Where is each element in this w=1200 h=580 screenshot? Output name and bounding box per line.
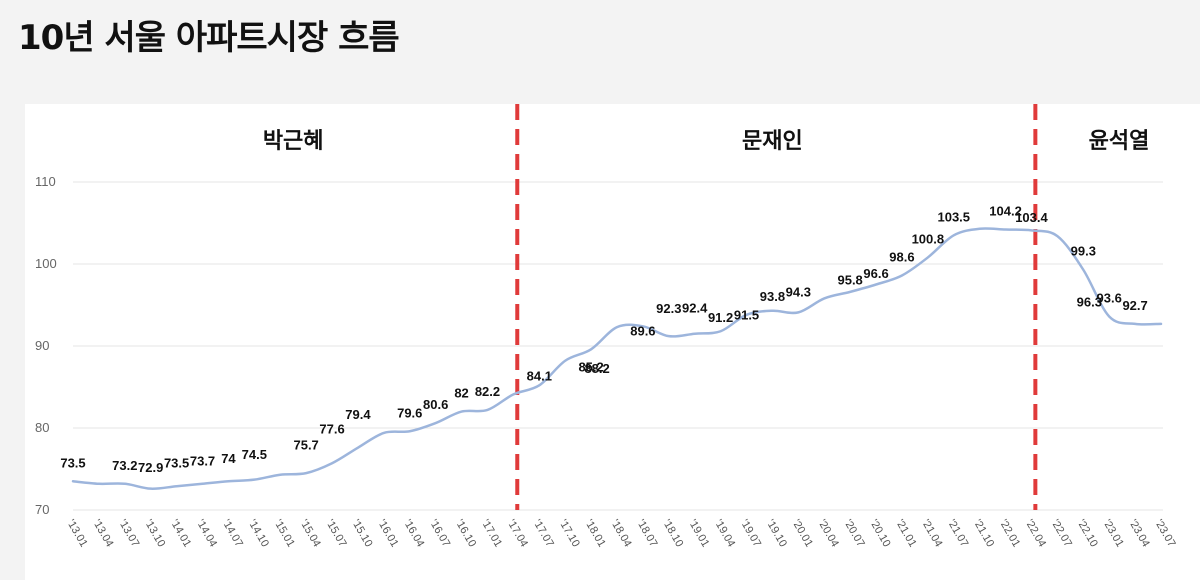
- x-tick-label: '18.10: [660, 518, 685, 550]
- data-label: 94.3: [786, 285, 811, 300]
- data-label: 93.8: [760, 289, 785, 304]
- x-tick-label: '21.07: [945, 518, 970, 550]
- x-tick-label: '22.07: [1049, 518, 1074, 550]
- data-label: 104.2: [989, 204, 1022, 219]
- x-tick-label: '19.07: [738, 518, 763, 550]
- x-tick-label: '14.07: [220, 518, 245, 550]
- x-tick-label: '13.01: [64, 518, 89, 550]
- data-label: 73.7: [190, 454, 215, 469]
- x-tick-label: '13.10: [142, 518, 167, 550]
- chart-panel: 70 80 90 100 110'13.01'13.04'13.07'13.10'14.…: [25, 104, 1200, 580]
- x-tick-label: '19.04: [712, 518, 737, 550]
- x-tick-label: '18.01: [582, 518, 607, 550]
- data-label: 73.2: [112, 458, 137, 473]
- x-tick-label: '17.01: [479, 518, 504, 550]
- x-tick-label: '23.04: [1126, 518, 1151, 550]
- x-tick-label: '20.01: [790, 518, 815, 550]
- data-label: 79.6: [397, 405, 422, 420]
- x-tick-label: '21.04: [919, 518, 944, 550]
- data-label: 84.1: [527, 368, 552, 383]
- x-tick-label: '15.07: [323, 518, 348, 550]
- data-label: 82.2: [475, 384, 500, 399]
- x-tick-label: '20.04: [816, 518, 841, 550]
- data-label: 74.5: [242, 447, 267, 462]
- page-title: 10년 서울 아파트시장 흐름: [18, 18, 400, 58]
- x-tick-label: '17.07: [531, 518, 556, 550]
- x-tick-label: '21.01: [893, 518, 918, 550]
- data-label: 92.7: [1122, 298, 1147, 313]
- x-tick-label: '22.01: [997, 518, 1022, 550]
- x-tick-label: '16.10: [453, 518, 478, 550]
- data-label: 99.3: [1071, 244, 1096, 259]
- era-label-1: 박근혜: [263, 129, 324, 154]
- data-label: 74: [221, 451, 236, 466]
- data-label: 75.7: [293, 437, 318, 452]
- x-tick-label: '23.01: [1101, 518, 1126, 550]
- x-tick-label: '16.07: [427, 518, 452, 550]
- data-label: 92.3: [656, 301, 681, 316]
- data-label: 88.2: [584, 361, 609, 376]
- data-label: 95.8: [837, 272, 862, 287]
- x-tick-label: '23.07: [1152, 518, 1177, 550]
- x-tick-label: '19.01: [686, 518, 711, 550]
- data-label: 92.4: [682, 300, 708, 315]
- y-tick-label-90: 90: [35, 338, 49, 353]
- x-tick-label: '14.10: [246, 518, 271, 550]
- x-tick-label: '14.01: [168, 518, 193, 550]
- x-tick-label: '19.10: [764, 518, 789, 550]
- data-label: 77.6: [319, 422, 344, 437]
- data-label: 72.9: [138, 460, 163, 475]
- data-label: 100.8: [912, 231, 945, 246]
- x-tick-label: '14.04: [194, 518, 219, 550]
- data-label: 98.6: [889, 249, 914, 264]
- x-tick-label: '18.04: [608, 518, 633, 550]
- data-label: 73.5: [60, 455, 85, 470]
- data-label: 103.4: [1015, 210, 1048, 225]
- data-label: 96.3: [1077, 294, 1102, 309]
- data-label: 79.4: [345, 407, 371, 422]
- x-tick-label: '15.01: [272, 518, 297, 550]
- line-chart: 708090100110'13.01'13.04'13.07'13.10'14.…: [35, 104, 1178, 550]
- y-tick-label-80: 80: [35, 420, 49, 435]
- x-tick-label: '22.04: [1023, 518, 1048, 550]
- x-tick-label: '17.10: [557, 518, 582, 550]
- data-label: 91.2: [708, 310, 733, 325]
- y-tick-label-70: 70: [35, 502, 49, 517]
- x-tick-label: '20.07: [842, 518, 867, 550]
- data-label: 89.6: [630, 323, 655, 338]
- series-line: [71, 227, 1163, 490]
- x-tick-label: '16.01: [375, 518, 400, 550]
- x-tick-label: '21.10: [971, 518, 996, 550]
- x-tick-label: '20.10: [867, 518, 892, 550]
- x-tick-label: '15.10: [349, 518, 374, 550]
- data-label: 73.5: [164, 455, 189, 470]
- x-tick-label: '22.10: [1075, 518, 1100, 550]
- data-label: 93.6: [1097, 290, 1122, 305]
- era-label-3: 윤석열: [1089, 129, 1150, 154]
- y-tick-label-110: 110: [35, 174, 56, 189]
- data-label: 85.2: [578, 359, 603, 374]
- x-tick-label: '13.04: [90, 518, 115, 550]
- y-tick-label-100: 100: [35, 256, 57, 271]
- data-label: 82: [454, 386, 468, 401]
- x-tick-label: '17.04: [505, 518, 530, 550]
- x-tick-label: '18.07: [634, 518, 659, 550]
- x-tick-label: '15.04: [298, 518, 323, 550]
- x-tick-label: '13.07: [116, 518, 141, 550]
- data-label: 91.5: [734, 308, 759, 323]
- data-label: 80.6: [423, 397, 448, 412]
- data-label: 96.6: [863, 266, 888, 281]
- x-tick-label: '16.04: [401, 518, 426, 550]
- era-label-2: 문재인: [742, 129, 803, 154]
- data-label: 103.5: [937, 209, 970, 224]
